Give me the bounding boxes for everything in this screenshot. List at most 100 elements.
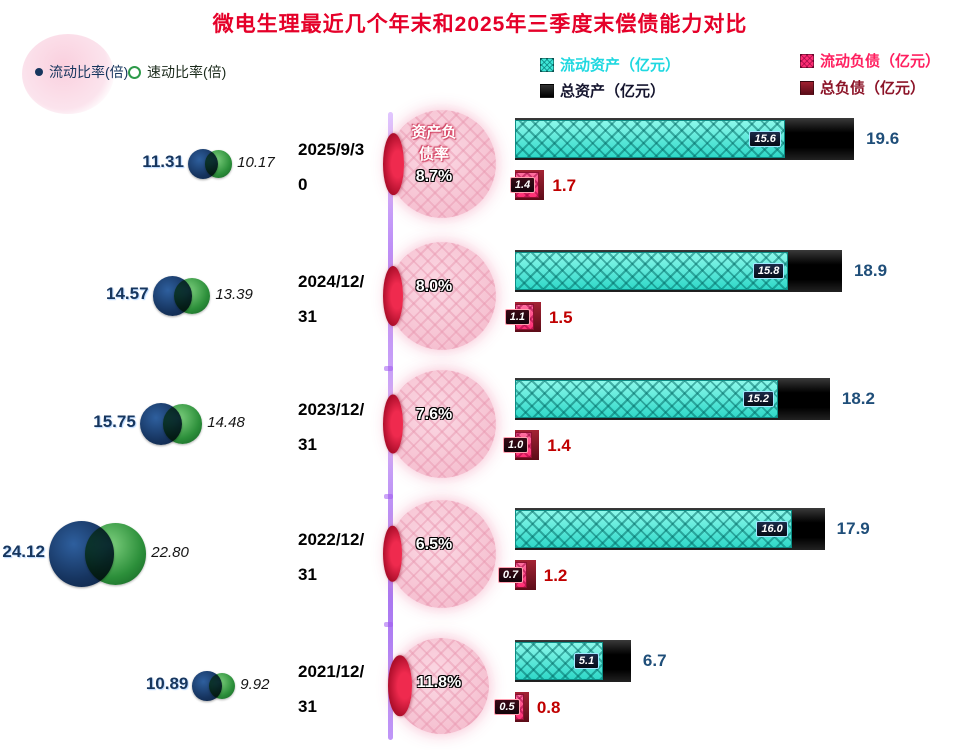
- current-liabilities-swatch-icon: [800, 53, 814, 68]
- pie-assets-area: [388, 242, 496, 350]
- debt-ratio-pie: 资产负债率 8.7%: [383, 110, 496, 218]
- legend-current-assets: 流动资产（亿元）: [540, 54, 680, 75]
- current-assets-swatch-icon: [540, 57, 554, 72]
- legend-quick-ratio-label: 速动比率(倍): [147, 64, 227, 80]
- current-liabilities-inline-value: 0.7: [497, 567, 524, 583]
- quick-ratio-value: 13.39: [215, 286, 253, 303]
- chart-title: 微电生理最近几个年末和2025年三季度末偿债能力对比: [212, 13, 748, 36]
- quick-ratio-bubble: [84, 523, 147, 585]
- pie-assets-area: [388, 500, 496, 608]
- bars-group: 15.6 19.6 1.4 1.7: [509, 118, 960, 218]
- timeline-tick: [384, 366, 393, 371]
- current-liabilities-inline-value: 1.4: [509, 177, 536, 193]
- current-liabilities-bar: 1.1: [504, 304, 535, 330]
- debt-ratio-percent: 7.6%: [415, 406, 453, 423]
- total-liabilities-value: 1.2: [543, 566, 568, 585]
- total-assets-value: 19.6: [866, 129, 900, 148]
- current-assets-inline-value: 15.8: [752, 263, 785, 279]
- debt-ratio-label: 资产负债率: [411, 124, 457, 163]
- pie-debt-wedge-icon: [383, 525, 402, 583]
- period-date: 2025/9/30: [298, 140, 365, 194]
- current-liabilities-inline-value: 0.5: [494, 699, 520, 715]
- period-date: 2024/12/31: [298, 272, 365, 326]
- current-liabilities-inline-value: 1.1: [504, 309, 531, 325]
- current-ratio-value: 24.12: [2, 542, 45, 561]
- current-assets-inline-value: 15.6: [749, 131, 781, 147]
- debt-ratio-percent: 8.0%: [415, 278, 453, 295]
- quick-ratio-bubble: [208, 672, 236, 700]
- total-liabilities-value: 1.4: [547, 436, 571, 455]
- bars-group: 15.8 18.9 1.1 1.5: [504, 250, 960, 350]
- total-assets-value: 6.7: [642, 651, 667, 670]
- total-assets-value: 18.2: [841, 389, 875, 408]
- bars-group: 16.0 17.9 0.7 1.2: [497, 508, 960, 608]
- debt-ratio-percent: 6.5%: [415, 536, 453, 553]
- current-assets-bar: 16.0: [515, 510, 792, 548]
- total-liabilities-value: 0.8: [536, 698, 561, 717]
- current-liabilities-inline-value: 1.0: [503, 437, 529, 453]
- pie-assets-area: [388, 110, 496, 218]
- debt-ratio-pie: 资产负债率 11.8%: [388, 638, 489, 734]
- debt-ratio-text: 资产负债率 11.8%: [403, 672, 475, 694]
- quick-ratio-bubble: [204, 150, 233, 178]
- current-assets-inline-value: 15.2: [742, 391, 774, 407]
- total-assets-value: 18.9: [853, 261, 888, 280]
- legend-quick-ratio: 速动比率(倍): [128, 62, 226, 82]
- debt-ratio-percent: 8.7%: [415, 168, 453, 185]
- total-liabilities-swatch-icon: [800, 80, 814, 95]
- debt-ratio-text: 资产负债率 8.0%: [398, 276, 470, 298]
- chart-row: 15.75 14.48 2023/12/31 资产负债率 7.6% 15.2 1…: [0, 370, 960, 508]
- legend-total-assets: 总资产（亿元）: [540, 80, 665, 101]
- debt-ratio-text: 资产负债率 7.6%: [398, 404, 470, 426]
- quick-ratio-value: 14.48: [207, 414, 245, 431]
- total-liabilities-value: 1.7: [552, 176, 577, 195]
- pie-debt-wedge-icon: [383, 133, 404, 195]
- debt-ratio-text: 资产负债率 6.5%: [398, 534, 470, 556]
- debt-ratio-percent: 11.8%: [416, 674, 462, 691]
- legend-current-liabilities: 流动负债（亿元）: [800, 50, 940, 71]
- current-liabilities-bar: 1.0: [503, 432, 533, 458]
- timeline-tick: [384, 494, 393, 499]
- current-ratio-value: 15.75: [93, 412, 136, 431]
- pie-debt-wedge-icon: [388, 655, 412, 717]
- bars-group: 5.1 6.7 0.5 0.8: [494, 640, 960, 740]
- current-liabilities-bar: 0.7: [497, 562, 528, 588]
- total-liabilities-value: 1.5: [548, 308, 573, 327]
- pie-assets-area: [388, 370, 496, 478]
- current-liabilities-bar: 0.5: [494, 694, 524, 720]
- current-assets-bar: 5.1: [515, 642, 604, 680]
- total-assets-swatch-icon: [540, 83, 554, 98]
- timeline-tick: [384, 622, 393, 627]
- legend-total-liabilities: 总负债（亿元）: [800, 77, 925, 98]
- current-assets-inline-value: 16.0: [756, 521, 788, 537]
- current-ratio-value: 14.57: [105, 284, 149, 303]
- current-ratio-value: 11.31: [142, 152, 184, 171]
- quick-ratio-value: 9.92: [240, 676, 270, 693]
- current-liabilities-bar: 1.4: [509, 172, 540, 198]
- chart-row: 14.57 13.39 2024/12/31 资产负债率 8.0% 15.8 1…: [0, 242, 960, 380]
- debt-ratio-pie: 资产负债率 7.6%: [383, 370, 496, 478]
- period-date: 2022/12/31: [298, 530, 365, 584]
- chart-row: 24.12 22.80 2022/12/31 资产负债率 6.5% 16.0 1…: [0, 500, 960, 638]
- pie-debt-wedge-icon: [383, 265, 403, 327]
- debt-ratio-pie: 资产负债率 8.0%: [383, 242, 496, 350]
- current-ratio-value: 10.89: [145, 674, 189, 693]
- quick-ratio-ring-icon: [128, 65, 141, 79]
- total-assets-value: 17.9: [836, 519, 870, 538]
- quick-ratio-bubble: [163, 404, 203, 444]
- current-ratio-dot-icon: [35, 68, 43, 76]
- current-assets-bar: 15.2: [515, 380, 778, 418]
- legend-current-ratio: 流动比率(倍): [35, 62, 128, 82]
- quick-ratio-value: 22.80: [151, 544, 189, 561]
- legend-total-assets-label: 总资产（亿元）: [560, 83, 666, 100]
- quick-ratio-bubble: [174, 277, 211, 315]
- current-assets-inline-value: 5.1: [573, 653, 600, 669]
- bars-group: 15.2 18.2 1.0 1.4: [503, 378, 960, 478]
- legend-total-liabilities-label: 总负债（亿元）: [820, 80, 926, 97]
- chart-row: 11.31 10.17 2025/9/30 资产负债率 8.7% 15.6 19…: [0, 110, 960, 248]
- legend-current-assets-label: 流动资产（亿元）: [560, 57, 681, 74]
- legend-current-ratio-label: 流动比率(倍): [49, 64, 129, 80]
- period-date: 2021/12/31: [298, 662, 365, 716]
- legend-current-liabilities-label: 流动负债（亿元）: [820, 53, 941, 70]
